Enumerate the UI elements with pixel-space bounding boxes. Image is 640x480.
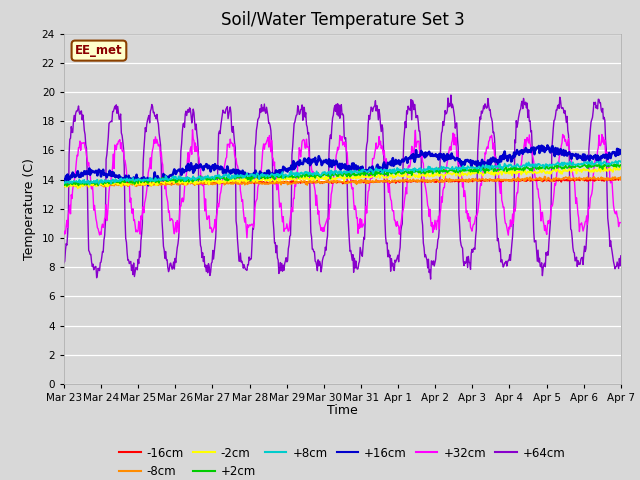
Text: EE_met: EE_met	[75, 44, 123, 57]
Y-axis label: Temperature (C): Temperature (C)	[23, 158, 36, 260]
X-axis label: Time: Time	[327, 405, 358, 418]
Title: Soil/Water Temperature Set 3: Soil/Water Temperature Set 3	[221, 11, 464, 29]
Legend: -16cm, -8cm, -2cm, +2cm, +8cm, +16cm, +32cm, +64cm: -16cm, -8cm, -2cm, +2cm, +8cm, +16cm, +3…	[115, 442, 570, 480]
